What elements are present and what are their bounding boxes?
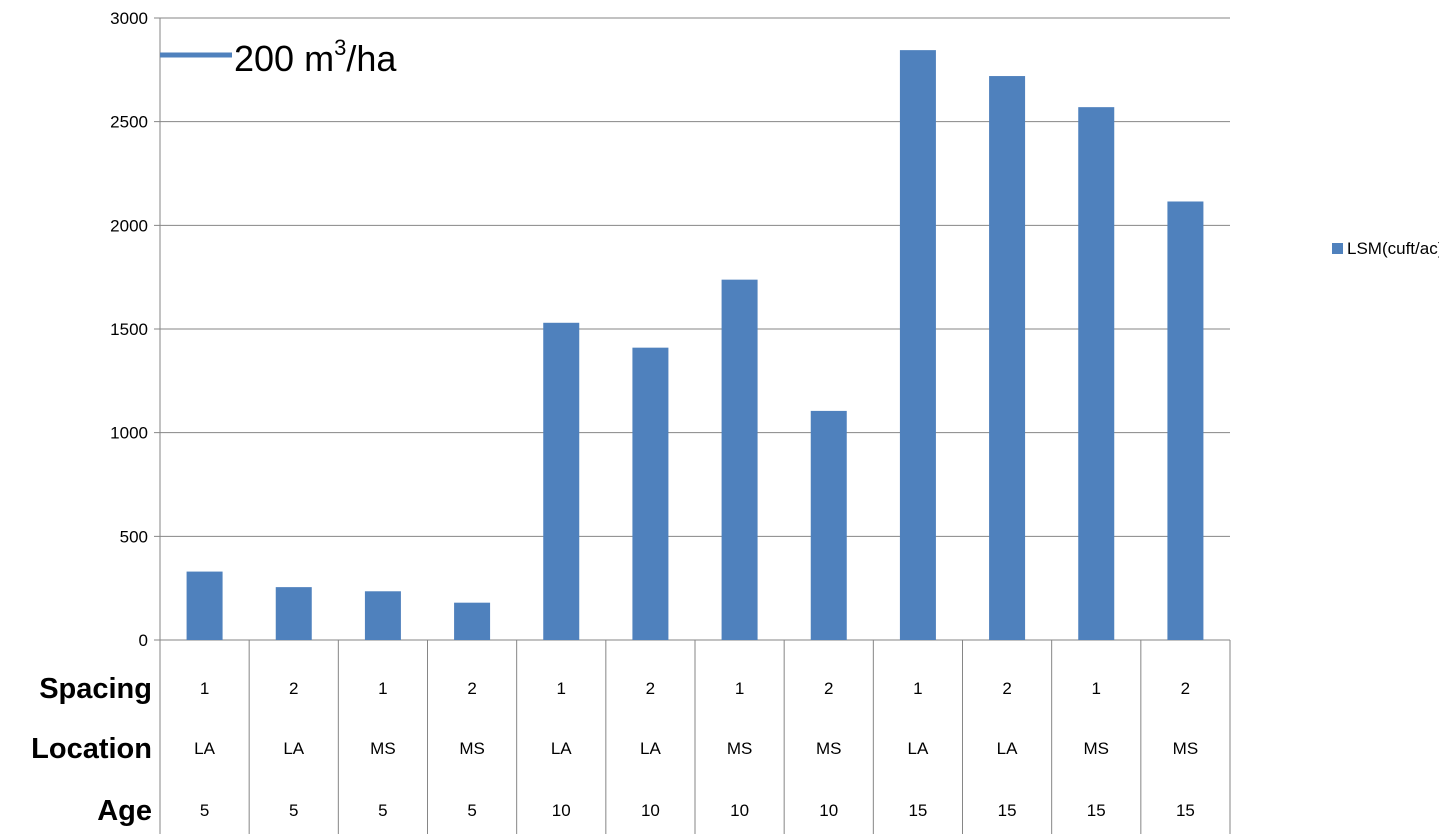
bar — [989, 76, 1026, 640]
table-cell-label: MS — [727, 739, 753, 758]
bar — [275, 587, 312, 640]
annotation-label: 200 m3/ha — [234, 35, 397, 79]
table-cell-label: LA — [551, 739, 572, 758]
table-cell-label: 15 — [1087, 801, 1106, 820]
table-cell-label: 5 — [467, 801, 476, 820]
bar — [810, 410, 847, 640]
axes: 0 500 1000 1500 2000 2500 3000 — [110, 9, 161, 650]
bar — [543, 322, 580, 640]
annotation-text: 200 m — [234, 38, 334, 79]
bar — [721, 279, 758, 640]
table-cell-label: 1 — [913, 679, 922, 698]
table-cell-label: 2 — [289, 679, 298, 698]
table-cell-label: 15 — [908, 801, 927, 820]
table-cell-label: 2 — [1181, 679, 1190, 698]
table-cell-label: 10 — [641, 801, 660, 820]
y-tick-label: 2000 — [110, 216, 148, 235]
bar — [632, 347, 669, 640]
row-header: Location — [31, 733, 152, 765]
legend-swatch — [1332, 243, 1343, 254]
table-cell-label: 5 — [200, 801, 209, 820]
table-cell-label: 1 — [735, 679, 744, 698]
table-cell-label: 1 — [557, 679, 566, 698]
table-cell-label: 1 — [378, 679, 387, 698]
table-cell-label: MS — [370, 739, 396, 758]
table-cell-label: 15 — [1176, 801, 1195, 820]
table-cell-label: 1 — [1092, 679, 1101, 698]
legend-label: LSM(cuft/ac) — [1347, 239, 1439, 258]
table-cell-label: 10 — [730, 801, 749, 820]
annotation-suffix: /ha — [346, 38, 397, 79]
bar — [364, 591, 401, 640]
y-tick-label: 0 — [139, 631, 148, 650]
y-tick-label: 500 — [120, 527, 148, 546]
bars — [186, 50, 1204, 641]
table-cell-label: 15 — [998, 801, 1017, 820]
table-cell-label: 5 — [289, 801, 298, 820]
row-header: Age — [97, 795, 152, 827]
table-cell-label: LA — [908, 739, 929, 758]
bar — [186, 571, 223, 640]
bar — [899, 50, 936, 641]
table-cell-label: MS — [1173, 739, 1199, 758]
table-cell-label: LA — [283, 739, 304, 758]
table-cell-label: 2 — [824, 679, 833, 698]
y-tick-label: 2500 — [110, 113, 148, 132]
table-cell-label: 2 — [646, 679, 655, 698]
y-tick-label: 3000 — [110, 9, 148, 28]
row-header: Spacing — [39, 673, 152, 705]
reference-annotation: 200 m3/ha — [160, 35, 397, 79]
bar — [1167, 201, 1204, 641]
annotation-superscript: 3 — [334, 35, 346, 60]
table-cell-label: LA — [640, 739, 661, 758]
category-table: Spacing 1 2 1 2 1 2 1 2 1 2 1 2 Location LA LA MS MS LA LA M… — [31, 640, 1231, 834]
table-cell-label: 1 — [200, 679, 209, 698]
table-cell-label: MS — [459, 739, 485, 758]
table-cell-label: 10 — [552, 801, 571, 820]
table-cell-label: MS — [816, 739, 842, 758]
table-cell-label: 10 — [819, 801, 838, 820]
gridlines — [154, 17, 1230, 641]
y-tick-label: 1000 — [110, 424, 148, 443]
table-cell-label: LA — [997, 739, 1018, 758]
y-tick-label: 1500 — [110, 320, 148, 339]
table-cell-label: MS — [1084, 739, 1110, 758]
table-cell-label: 2 — [467, 679, 476, 698]
table-cell-label: LA — [194, 739, 215, 758]
bar — [1078, 107, 1115, 641]
bar — [454, 602, 491, 640]
table-cell-label: 2 — [1002, 679, 1011, 698]
legend: LSM(cuft/ac) — [1332, 239, 1439, 258]
table-cell-label: 5 — [378, 801, 387, 820]
